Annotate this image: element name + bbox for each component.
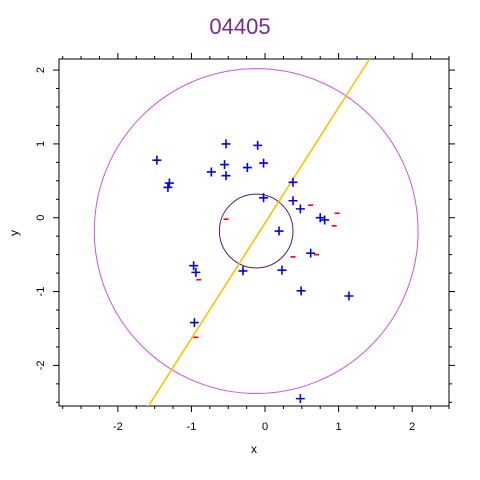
plus-point — [253, 140, 263, 150]
x-tick-label: 1 — [336, 421, 342, 433]
plus-point — [288, 177, 298, 187]
x-tick-label: -2 — [113, 421, 123, 433]
plus-point — [315, 213, 325, 223]
plus-point — [163, 182, 173, 192]
plus-point — [259, 158, 269, 168]
fit-line — [147, 59, 371, 406]
chart-title: 04405 — [209, 14, 271, 39]
y-axis-ticks: -2 -1 0 1 2 — [35, 67, 455, 403]
plus-point — [295, 394, 305, 404]
y-tick-label: 2 — [35, 67, 47, 73]
plus-point — [191, 267, 201, 277]
circles-layer — [93, 68, 419, 394]
plus-point — [288, 196, 298, 206]
plus-point — [221, 171, 231, 181]
plus-point — [274, 226, 284, 236]
outer-circle — [93, 68, 419, 394]
x-tick-label: 0 — [262, 421, 268, 433]
x-tick-label: 2 — [409, 421, 415, 433]
plus-point — [238, 266, 248, 276]
x-axis-label: x — [251, 442, 257, 456]
plus-point — [277, 265, 287, 275]
plus-point — [295, 204, 305, 214]
plus-point — [164, 178, 174, 188]
y-tick-label: -2 — [35, 361, 47, 371]
plus-point — [344, 291, 354, 301]
inner-circle — [218, 193, 294, 269]
y-tick-label: -1 — [35, 287, 47, 297]
x-tick-label: -1 — [187, 421, 197, 433]
plus-point — [242, 163, 252, 173]
plus-point — [320, 215, 330, 225]
plot-frame — [58, 58, 450, 407]
plus-point — [220, 160, 230, 170]
plus-point — [206, 167, 216, 177]
points-layer — [152, 139, 354, 404]
y-tick-label: 0 — [35, 215, 47, 221]
y-tick-label: 1 — [35, 141, 47, 147]
line-layer — [147, 59, 371, 406]
plus-point — [221, 139, 231, 149]
plus-point — [189, 318, 199, 328]
plus-point — [259, 193, 269, 203]
x-axis-ticks: -2 -1 0 1 2 — [62, 53, 450, 433]
plus-point — [189, 261, 199, 271]
plus-point — [152, 155, 162, 165]
plus-point — [306, 248, 316, 258]
plus-point — [296, 286, 306, 296]
